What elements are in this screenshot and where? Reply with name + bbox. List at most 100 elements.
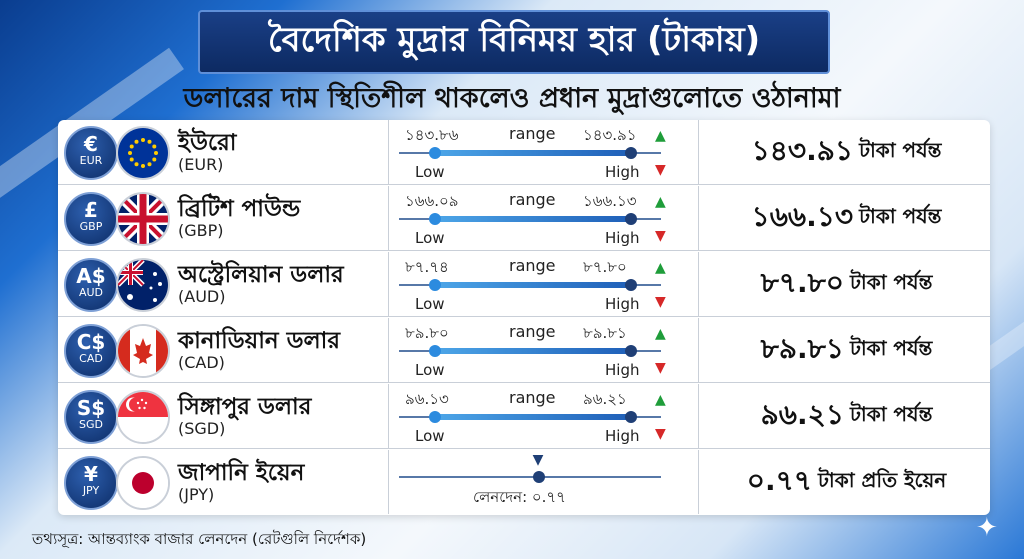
low-label: Low xyxy=(415,427,445,445)
currency-code: GBP xyxy=(79,220,103,233)
currency-code: JPY xyxy=(82,484,100,497)
rate-summary: ৮৯.৮১ টাকা পর্যন্ত xyxy=(703,318,990,382)
marker-arrow-icon: ▼ xyxy=(532,452,544,468)
rate-unit: টাকা পর্যন্ত xyxy=(850,401,933,426)
divider xyxy=(388,384,389,448)
up-arrow-icon: ▲ xyxy=(655,326,666,342)
range-label: range xyxy=(509,256,556,275)
divider xyxy=(388,252,389,316)
range-bar xyxy=(435,216,631,222)
currency-badge: £ GBP xyxy=(64,192,118,246)
page-subtitle: ডলারের দাম স্থিতিশীল থাকলেও প্রধান মুদ্র… xyxy=(183,83,841,114)
rate-summary: ০.৭৭ টাকা প্রতি ইয়েন xyxy=(703,450,990,514)
low-value: ৮৭.৭৪ xyxy=(405,258,449,276)
divider xyxy=(698,186,699,250)
trade-track xyxy=(399,476,661,478)
currency-name: সিঙ্গাপুর ডলার xyxy=(178,394,312,420)
trade-value: লেনদেন: ০.৭৭ xyxy=(473,488,566,506)
high-value: ৮৯.৮১ xyxy=(583,324,627,342)
high-value: ৮৭.৮০ xyxy=(583,258,627,276)
divider xyxy=(388,120,389,184)
down-arrow-icon: ▼ xyxy=(655,162,666,178)
range-indicator: ৮৯.৮০ range ৮৯.৮১ ▲ Low High ▼ xyxy=(393,318,689,382)
eu-flag-icon xyxy=(116,126,170,180)
currency-badge: S$ SGD xyxy=(64,390,118,444)
divider xyxy=(698,318,699,382)
currency-name: কানাডিয়ান ডলার xyxy=(178,328,341,354)
rate-summary: ৯৬.২১ টাকা পর্যন্ত xyxy=(703,384,990,448)
rate-summary: ৮৭.৮০ টাকা পর্যন্ত xyxy=(703,252,990,316)
range-bar xyxy=(435,348,631,354)
currency-badge: C$ CAD xyxy=(64,324,118,378)
low-label: Low xyxy=(415,229,445,247)
currency-name: ব্রিটিশ পাউন্ড xyxy=(178,196,301,222)
table-row: € EUR ইউরো (EUR) ১৪৩.৮৬ range ১৪৩.৯১ ▲ xyxy=(58,120,990,185)
currency-code-label: (AUD) xyxy=(178,287,226,306)
range-indicator: ১৪৩.৮৬ range ১৪৩.৯১ ▲ Low High ▼ xyxy=(393,120,689,184)
divider xyxy=(698,252,699,316)
up-arrow-icon: ▲ xyxy=(655,128,666,144)
currency-symbol: S$ xyxy=(76,396,106,420)
trade-indicator: ▼ লেনদেন: ০.৭৭ xyxy=(393,450,689,514)
currency-code-label: (EUR) xyxy=(178,155,224,174)
rate-unit: টাকা পর্যন্ত xyxy=(859,203,942,228)
currency-symbol: C$ xyxy=(76,330,106,354)
divider xyxy=(388,186,389,250)
high-label: High xyxy=(605,427,640,445)
rate-unit: টাকা পর্যন্ত xyxy=(849,335,933,360)
high-dot xyxy=(625,345,637,357)
high-value: ১৬৬.১৩ xyxy=(583,192,637,210)
table-row: C$ CAD কানাডিয়ান ডলার (CAD) ৮৯.৮০ range… xyxy=(58,318,990,383)
currency-symbol: £ xyxy=(84,198,98,222)
low-label: Low xyxy=(415,295,445,313)
currency-name: ইউরো xyxy=(178,130,237,156)
rate-value: ০.৭৭ xyxy=(746,463,813,497)
currency-code: SGD xyxy=(79,418,103,431)
rate-summary: ১৪৩.৯১ টাকা পর্যন্ত xyxy=(703,120,990,184)
divider xyxy=(698,384,699,448)
australia-flag-icon xyxy=(116,258,170,312)
rate-unit: টাকা পর্যন্ত xyxy=(859,137,942,162)
down-arrow-icon: ▼ xyxy=(655,360,666,376)
japan-flag-icon xyxy=(116,456,170,510)
down-arrow-icon: ▼ xyxy=(655,228,666,244)
currency-badge: € EUR xyxy=(64,126,118,180)
range-bar xyxy=(435,150,631,156)
currency-name: অস্ট্রেলিয়ান ডলার xyxy=(178,262,344,288)
currency-symbol: ¥ xyxy=(84,462,98,486)
up-arrow-icon: ▲ xyxy=(655,194,666,210)
rates-table: € EUR ইউরো (EUR) ১৪৩.৮৬ range ১৪৩.৯১ ▲ xyxy=(58,120,990,515)
low-label: Low xyxy=(415,361,445,379)
rate-value: ১৪৩.৯১ xyxy=(751,133,854,167)
singapore-flag-icon xyxy=(116,390,170,444)
currency-code-label: (JPY) xyxy=(178,485,215,504)
currency-badge: A$ AUD xyxy=(64,258,118,312)
currency-code-label: (GBP) xyxy=(178,221,224,240)
low-dot xyxy=(429,345,441,357)
low-label: Low xyxy=(415,163,445,181)
table-row: £ GBP ব্রিটিশ পাউন্ড (GBP) ১৬৬.০৯ range … xyxy=(58,186,990,251)
currency-badge: ¥ JPY xyxy=(64,456,118,510)
high-label: High xyxy=(605,361,640,379)
uk-flag-icon xyxy=(116,192,170,246)
canada-flag-icon xyxy=(116,324,170,378)
range-indicator: ৯৬.১৩ range ৯৬.২১ ▲ Low High ▼ xyxy=(393,384,689,448)
rate-unit: টাকা পর্যন্ত xyxy=(850,269,933,294)
rate-value: ৮৯.৮১ xyxy=(760,331,844,365)
divider xyxy=(388,318,389,382)
divider xyxy=(698,450,699,514)
divider xyxy=(388,450,389,514)
low-value: ৮৯.৮০ xyxy=(405,324,449,342)
range-bar xyxy=(435,414,631,420)
down-arrow-icon: ▼ xyxy=(655,294,666,310)
rate-value: ৮৭.৮০ xyxy=(760,265,845,299)
currency-code: CAD xyxy=(79,352,103,365)
range-bar xyxy=(435,282,631,288)
up-arrow-icon: ▲ xyxy=(655,392,666,408)
high-value: ৯৬.২১ xyxy=(583,390,627,408)
high-label: High xyxy=(605,229,640,247)
currency-name: জাপানি ইয়েন xyxy=(178,460,305,486)
low-dot xyxy=(429,279,441,291)
range-label: range xyxy=(509,322,556,341)
rate-value: ১৬৬.১৩ xyxy=(751,199,854,233)
